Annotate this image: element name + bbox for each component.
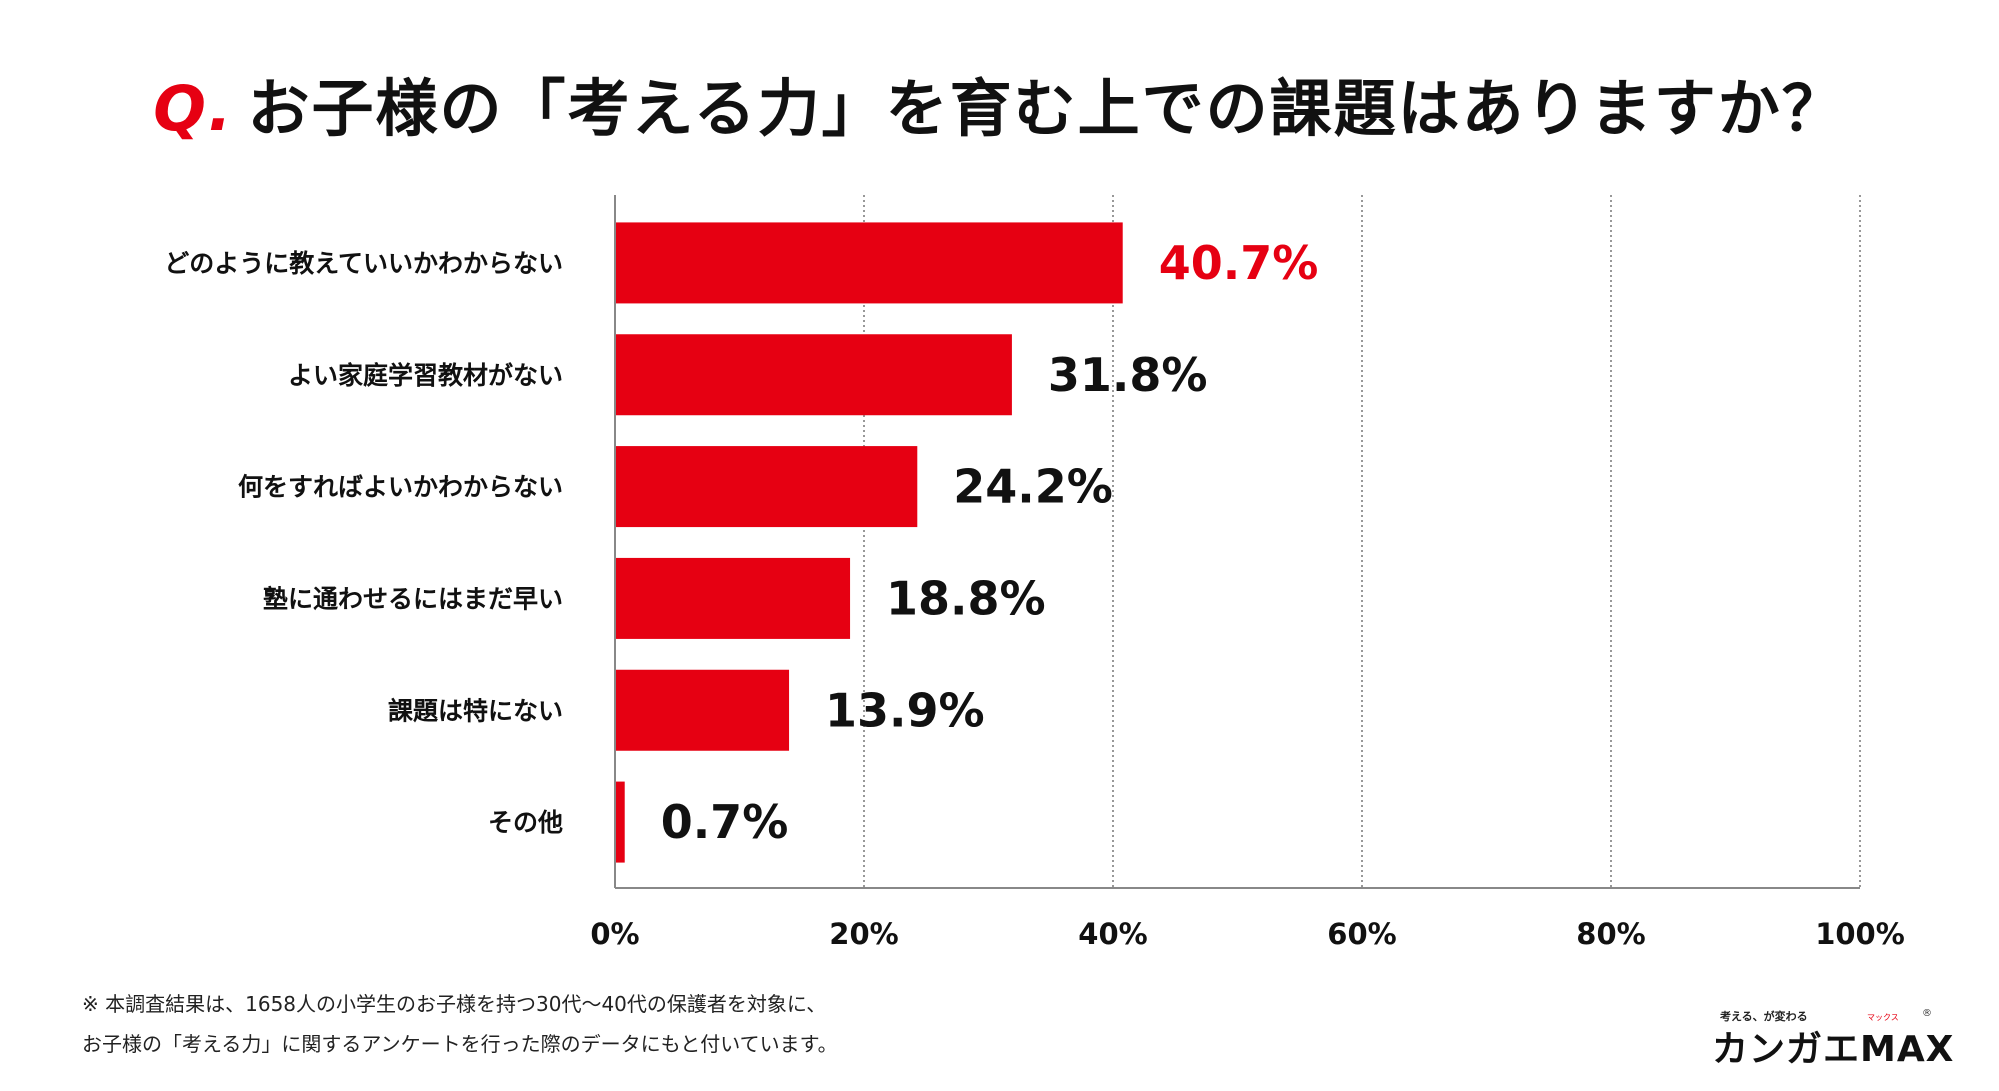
bar-0 [616, 222, 1123, 304]
logo-ruby: マックス [1867, 1013, 1899, 1022]
category-label-5: その他 [488, 808, 563, 837]
value-label-1: 31.8% [1048, 348, 1208, 402]
logo-tagline: 考える、が変わる [1720, 1010, 1808, 1023]
category-label-4: 課題は特にない [388, 696, 563, 725]
question-text: お子様の「考える力」を育む上での課題はありますか？ [247, 72, 1846, 145]
category-label-3: 塾に通わせるにはまだ早い [263, 584, 563, 613]
footnote-line-2: お子様の「考える力」に関するアンケートを行った際のデータにもと付いています。 [82, 1032, 838, 1056]
bar-chart: 0% 20% 40% 60% 80% 100% どのように教えていいかわからない 40.7% よ… [164, 195, 1905, 951]
x-tick-label-40: 40% [1078, 917, 1147, 951]
x-tick-label-80: 80% [1576, 917, 1645, 951]
x-tick-label-20: 20% [829, 917, 898, 951]
category-label-1: よい家庭学習教材がない [288, 361, 563, 390]
brand-logo: 考える、が変わる マックス カンガエMAX ® [1712, 1008, 1953, 1070]
value-label-5: 0.7% [661, 795, 789, 849]
footnote-line-1: ※ 本調査結果は、1658人の小学生のお子様を持つ30代～40代の保護者を対象に… [82, 992, 827, 1016]
value-label-4: 13.9% [825, 683, 985, 737]
x-tick-label-0: 0% [590, 917, 639, 951]
category-label-2: 何をすればよいかわからない [238, 473, 563, 502]
bar-4 [616, 669, 790, 751]
bar-5 [616, 781, 625, 863]
registered-mark: ® [1922, 1008, 1932, 1019]
bar-1 [616, 334, 1012, 416]
question-mark-label: Q. [153, 72, 234, 145]
value-label-3: 18.8% [886, 571, 1046, 625]
bar-3 [616, 557, 851, 639]
x-tick-label-100: 100% [1815, 917, 1905, 951]
category-label-0: どのように教えていいかわからない [164, 249, 563, 278]
page-title: Q. お子様の「考える力」を育む上での課題はありますか？ [0, 58, 1999, 148]
bar-2 [616, 446, 918, 528]
value-label-2: 24.2% [953, 460, 1113, 514]
x-tick-label-60: 60% [1327, 917, 1396, 951]
value-label-0: 40.7% [1159, 236, 1319, 290]
logo-name: カンガエMAX [1712, 1029, 1955, 1070]
